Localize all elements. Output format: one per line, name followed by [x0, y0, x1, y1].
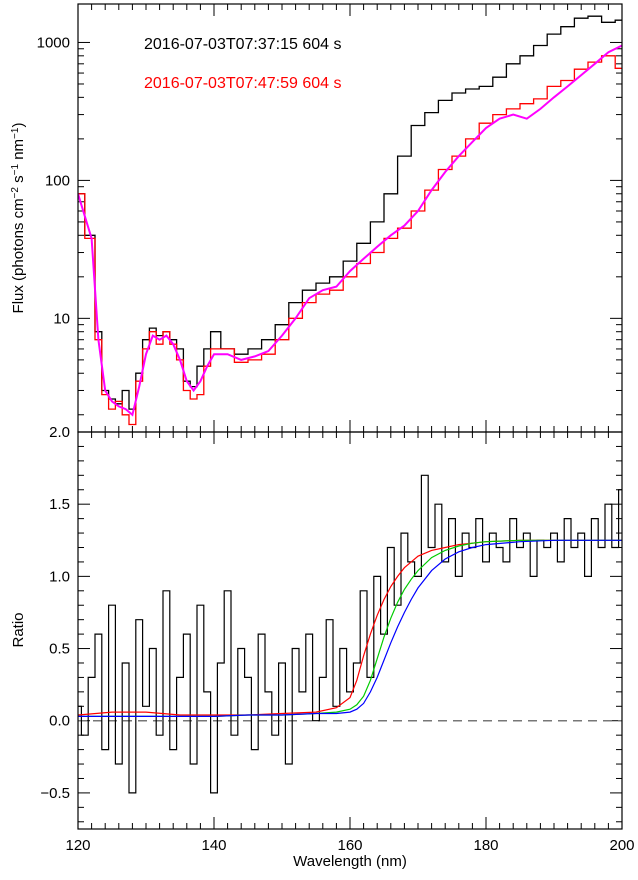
flux-ytick-label: 10 — [53, 310, 70, 327]
flux-axis-label: Flux (photons cm−2 s−1 nm−1) — [10, 123, 28, 314]
ratio-plot-frame — [77, 431, 623, 830]
flux-plot-frame — [77, 3, 623, 433]
ylabel-exponent: −1 — [10, 127, 21, 139]
flux-series-2 — [78, 55, 622, 426]
flux-ytick-label: 1000 — [37, 34, 70, 51]
flux-ytick-label: 100 — [45, 172, 70, 189]
ratio-series-4 — [78, 539, 622, 717]
ylabel-exponent: −2 — [10, 187, 21, 199]
ratio-xtick-label: 160 — [337, 837, 362, 854]
flux-ytick-labels: 10 100 1000 — [37, 34, 70, 327]
flux-series-1 — [78, 15, 622, 410]
flux-lines — [78, 15, 622, 426]
ylabel-exponent: −1 — [10, 164, 21, 176]
ratio-ytick-label: −0.5 — [40, 785, 70, 802]
ratio-series-2 — [78, 539, 622, 716]
flux-series-3 — [78, 44, 622, 417]
ratio-panel: −0.5 0.0 0.5 1.0 1.5 2.0 120 140 160 180 200 Rati… — [10, 424, 635, 870]
wavelength-axis-label: Wavelength (nm) — [293, 853, 407, 870]
ratio-lines — [78, 474, 622, 794]
ylabel-text: nm — [10, 139, 27, 164]
ratio-series-3 — [78, 539, 622, 717]
ratio-xtick-label: 180 — [473, 837, 498, 854]
ratio-ytick-label: 0.5 — [49, 641, 70, 658]
ratio-ytick-labels: −0.5 0.0 0.5 1.0 1.5 2.0 — [40, 424, 70, 802]
legend-entry-1: 2016-07-03T07:37:15 604 s — [144, 36, 341, 53]
ratio-ytick-label: 1.0 — [49, 568, 70, 585]
legend-entry-2: 2016-07-03T07:47:59 604 s — [144, 75, 341, 92]
ratio-xtick-label: 140 — [201, 837, 226, 854]
ylabel-text: ) — [10, 123, 27, 128]
ratio-xtick-label: 200 — [609, 837, 634, 854]
ratio-ytick-label: 2.0 — [49, 424, 70, 441]
ratio-axis-ticks — [77, 431, 623, 829]
ratio-xtick-labels: 120 140 160 180 200 — [65, 837, 634, 854]
ratio-series — [78, 474, 622, 794]
ratio-series-1 — [78, 474, 622, 794]
ylabel-text: Flux (photons cm — [10, 198, 27, 313]
flux-series — [78, 15, 622, 426]
ratio-xtick-label: 120 — [65, 837, 90, 854]
flux-axis-ticks — [77, 4, 623, 432]
ratio-ytick-label: 1.5 — [49, 496, 70, 513]
ratio-ytick-label: 0.0 — [49, 713, 70, 730]
ratio-axis-label: Ratio — [10, 612, 27, 647]
ylabel-text: s — [10, 175, 27, 187]
